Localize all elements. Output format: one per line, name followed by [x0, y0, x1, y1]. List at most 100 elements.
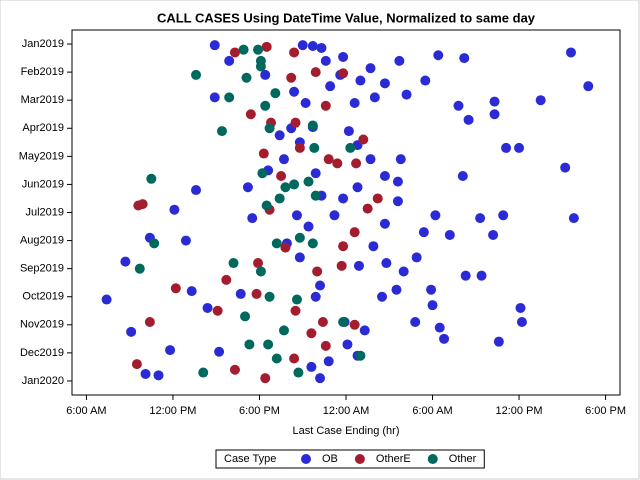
- point: [240, 311, 251, 322]
- point: [291, 210, 302, 221]
- point: [583, 81, 594, 92]
- point: [332, 158, 343, 169]
- point: [329, 210, 340, 221]
- point: [426, 284, 437, 295]
- point: [293, 367, 304, 378]
- point: [372, 193, 383, 204]
- point: [263, 339, 274, 350]
- point: [303, 221, 314, 232]
- point: [444, 229, 455, 240]
- x-tick-label: 12:00 AM: [323, 405, 369, 417]
- point: [434, 322, 445, 333]
- point: [338, 241, 349, 252]
- point: [379, 218, 390, 229]
- x-tick-label: 6:00 AM: [66, 405, 106, 417]
- y-tick-label: Sep2019: [20, 263, 64, 275]
- point: [365, 63, 376, 74]
- point: [228, 258, 239, 269]
- point: [306, 328, 317, 339]
- point: [310, 168, 321, 179]
- point: [411, 252, 422, 263]
- legend-title: Case Type: [224, 453, 276, 465]
- point: [439, 333, 450, 344]
- point: [289, 86, 300, 97]
- point: [260, 69, 271, 80]
- point: [245, 109, 256, 120]
- point: [353, 260, 364, 271]
- point: [126, 326, 137, 337]
- point: [379, 78, 390, 89]
- point: [286, 72, 297, 83]
- point: [514, 142, 525, 153]
- point: [365, 154, 376, 165]
- point: [359, 325, 370, 336]
- y-tick-label: Mar2019: [21, 94, 64, 106]
- point: [253, 258, 264, 269]
- point: [338, 68, 349, 79]
- point: [515, 302, 526, 313]
- y-tick-label: Jul2019: [25, 206, 64, 218]
- point: [198, 367, 209, 378]
- point: [270, 88, 281, 99]
- point: [394, 55, 405, 66]
- point: [253, 44, 264, 55]
- point: [229, 364, 240, 375]
- point: [303, 176, 314, 187]
- point: [369, 92, 380, 103]
- point: [191, 69, 202, 80]
- point: [153, 370, 164, 381]
- x-tick-label: 6:00 PM: [585, 405, 626, 417]
- point: [264, 123, 275, 134]
- point: [320, 340, 331, 351]
- point: [338, 317, 349, 327]
- point: [257, 168, 268, 179]
- point: [120, 256, 131, 267]
- point: [358, 134, 369, 145]
- y-tick-label: Jun2019: [22, 178, 64, 190]
- point: [315, 280, 326, 291]
- point: [170, 283, 181, 294]
- point: [475, 213, 486, 224]
- point: [476, 270, 487, 281]
- point: [276, 171, 287, 181]
- point: [278, 154, 289, 165]
- point: [140, 368, 151, 379]
- point: [320, 100, 331, 111]
- point: [379, 171, 390, 181]
- point: [306, 361, 317, 372]
- point: [247, 213, 258, 224]
- point: [241, 72, 252, 83]
- legend-marker: [427, 454, 438, 464]
- point: [323, 154, 334, 165]
- point: [310, 291, 321, 302]
- legend-label: Other: [449, 453, 477, 465]
- point: [535, 95, 546, 106]
- point: [309, 142, 320, 153]
- point: [336, 260, 347, 271]
- point: [317, 317, 328, 327]
- point: [274, 193, 285, 204]
- point: [349, 319, 360, 330]
- legend-label: OB: [322, 453, 338, 465]
- point: [238, 44, 249, 55]
- point: [278, 325, 289, 336]
- point: [289, 47, 300, 58]
- point: [398, 266, 409, 277]
- point: [463, 114, 474, 125]
- point: [343, 126, 354, 137]
- x-axis-label: Last Case Ending (hr): [293, 425, 400, 437]
- point: [381, 258, 392, 269]
- point: [229, 47, 240, 58]
- point: [501, 142, 512, 153]
- point: [395, 154, 406, 165]
- y-tick-label: Nov2019: [20, 319, 64, 331]
- point: [420, 75, 431, 86]
- point: [264, 291, 275, 302]
- point: [568, 213, 579, 224]
- legend-marker: [354, 454, 365, 464]
- point: [368, 241, 379, 252]
- legend-label: OtherE: [376, 453, 411, 465]
- point: [345, 142, 356, 153]
- point: [131, 359, 142, 370]
